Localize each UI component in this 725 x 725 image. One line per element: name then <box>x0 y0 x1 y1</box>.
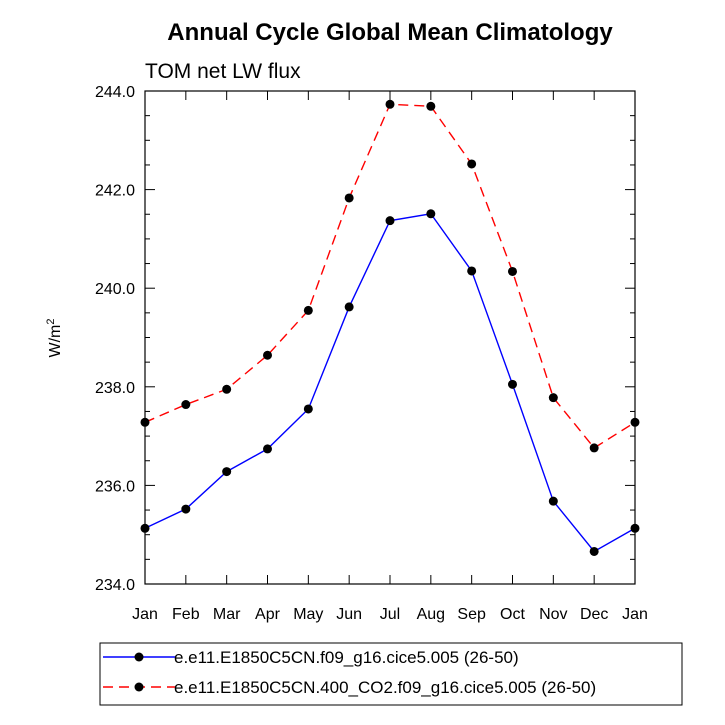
series-line-1 <box>144 212 636 553</box>
legend-marker-1 <box>134 652 144 662</box>
y-axis-label: W/m2 <box>45 319 64 358</box>
series-1-point <box>508 379 517 389</box>
y-tick-label: 244.0 <box>95 84 135 101</box>
legend-marker-2 <box>134 682 144 692</box>
x-tick-label: Mar <box>213 606 241 623</box>
plot-frame <box>144 90 636 585</box>
series-1-point <box>426 209 436 219</box>
chart-title: Annual Cycle Global Mean Climatology <box>167 19 613 46</box>
series-2-point <box>426 101 436 111</box>
legend-label-1: e.e11.E1850C5CN.f09_g16.cice5.005 (26-50… <box>174 648 519 667</box>
series-2-point <box>385 99 395 109</box>
y-axis-label-text: W/m <box>47 325 64 358</box>
y-tick-label: 236.0 <box>95 478 135 495</box>
x-tick-label: Jun <box>336 606 362 623</box>
x-tick-label: Nov <box>539 606 567 623</box>
x-tick-label: Apr <box>255 606 281 623</box>
series-1-point <box>385 216 395 226</box>
series-2-point <box>140 417 150 427</box>
chart-subtitle: TOM net LW flux <box>145 60 301 83</box>
plot-area: Jan Feb Mar Apr May Jun Jul Aug Sep Oct Nov Dec Jan 2… <box>95 84 648 623</box>
x-tick-label: May <box>293 606 323 623</box>
series-1-point <box>467 266 477 276</box>
y-tick-label: 238.0 <box>95 380 135 397</box>
series-2-point <box>508 266 517 276</box>
legend-box <box>99 642 683 706</box>
series-2-point <box>263 350 272 360</box>
x-tick-label: Jul <box>380 606 400 623</box>
series-1-point <box>263 444 272 454</box>
series-1-point <box>630 523 640 533</box>
series-1-point <box>140 523 150 533</box>
legend-label-2: e.e11.E1850C5CN.400_CO2.f09_g16.cice5.00… <box>174 678 596 697</box>
series-1-point <box>222 467 232 477</box>
series-2-point <box>548 393 558 403</box>
x-tick-label: Feb <box>172 606 200 623</box>
series-2-point <box>222 384 232 394</box>
y-tick-label: 240.0 <box>95 281 135 298</box>
x-tick-label: Aug <box>417 606 445 623</box>
series-1-point <box>548 496 558 506</box>
y-tick-label: 234.0 <box>95 577 135 594</box>
series-2-point <box>467 159 477 169</box>
legend: e.e11.E1850C5CN.f09_g16.cice5.005 (26-50… <box>103 648 596 697</box>
series-2-point <box>630 417 640 427</box>
series-1-point <box>181 504 191 514</box>
series-1-point <box>589 546 599 556</box>
y-axis-label-superscript: 2 <box>45 319 57 325</box>
x-tick-label: Jan <box>622 606 648 623</box>
x-tick-label: Dec <box>580 606 608 623</box>
x-tick-label: Oct <box>500 606 525 623</box>
y-tick-label: 242.0 <box>95 183 135 200</box>
series-2-point <box>181 400 191 410</box>
x-tick-label: Jan <box>132 606 158 623</box>
series-1-point <box>303 404 313 414</box>
series-line-2 <box>144 103 636 449</box>
series-1-point <box>344 302 354 312</box>
x-tick-label: Sep <box>457 606 486 623</box>
series-2-point <box>344 193 354 203</box>
series-2-point <box>589 443 599 453</box>
series-2-point <box>303 305 313 315</box>
